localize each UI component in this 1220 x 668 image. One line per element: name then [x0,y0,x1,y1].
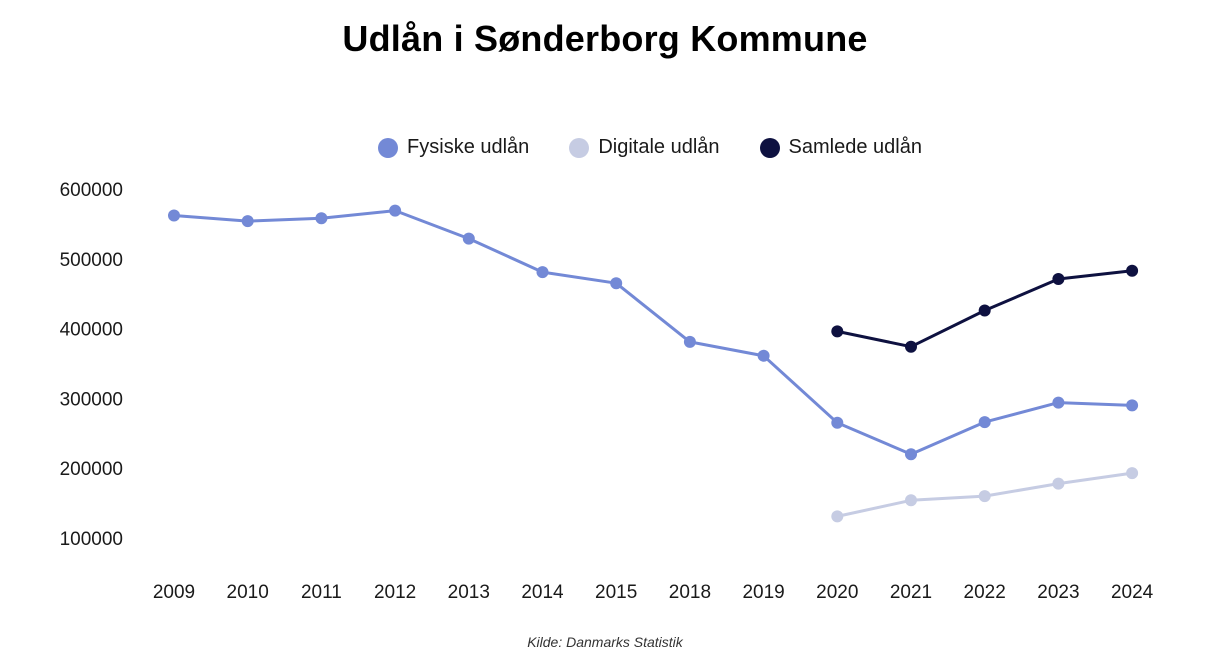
data-point-0 [831,416,844,429]
legend-label-samlede: Samlede udlån [788,136,922,158]
y-tick-label: 300000 [60,389,123,410]
legend-swatch-samlede [759,137,780,158]
series-line-0 [173,209,1133,456]
data-point-2 [905,340,917,353]
data-point-2 [1052,273,1065,285]
data-point-0 [1126,399,1139,412]
data-point-1 [978,490,991,503]
y-tick-label: 200000 [60,459,123,480]
x-tick-label: 2010 [227,582,269,603]
x-tick-label: 2018 [669,582,711,603]
y-tick-label: 100000 [60,529,123,550]
y-tick-label: 600000 [60,180,123,201]
x-tick-label: 2014 [521,582,564,603]
data-point-0 [462,232,475,245]
legend-swatch-fysiske [378,137,399,158]
x-tick-label: 2015 [595,582,637,603]
legend-item-samlede[interactable]: Samlede udlån [759,136,922,159]
data-point-0 [168,209,180,222]
data-point-0 [978,416,991,429]
x-tick-label: 2021 [890,582,932,603]
data-point-2 [831,325,844,338]
data-point-0 [683,335,696,348]
legend-label-fysiske: Fysiske udlån [407,136,530,158]
data-point-2 [1126,264,1139,277]
data-point-1 [905,494,917,507]
x-tick-label: 2022 [964,582,1006,603]
data-point-0 [536,266,549,279]
legend-item-fysiske[interactable]: Fysiske udlån [378,136,529,159]
x-tick-label: 2023 [1037,582,1079,603]
legend-item-digitale[interactable]: Digitale udlån [569,136,720,159]
data-point-0 [1052,396,1065,409]
data-point-0 [389,204,402,217]
source-note: Kilde: Danmarks Statistik [527,634,683,650]
x-tick-label: 2011 [301,582,342,603]
data-point-1 [1052,477,1065,490]
legend-swatch-digitale [569,137,590,158]
data-point-0 [610,277,623,290]
data-point-0 [315,212,328,225]
y-tick-label: 500000 [60,250,123,271]
data-point-0 [905,448,917,461]
legend-label-digitale: Digitale udlån [598,136,720,158]
data-point-0 [757,349,770,362]
data-point-0 [241,215,254,228]
x-tick-label: 2009 [153,582,195,603]
y-tick-label: 400000 [60,320,123,341]
x-tick-label: 2024 [1111,582,1154,603]
x-tick-label: 2012 [374,582,416,603]
x-tick-label: 2019 [742,582,784,603]
x-tick-label: 2020 [816,582,858,603]
data-point-1 [831,510,844,523]
data-point-1 [1126,467,1139,480]
legend: Fysiske udlån Digitale udlån Samlede udl… [0,136,1220,159]
x-tick-label: 2013 [448,582,490,603]
data-point-2 [978,304,991,317]
chart-title: Udlån i Sønderborg Kommune [342,18,868,59]
